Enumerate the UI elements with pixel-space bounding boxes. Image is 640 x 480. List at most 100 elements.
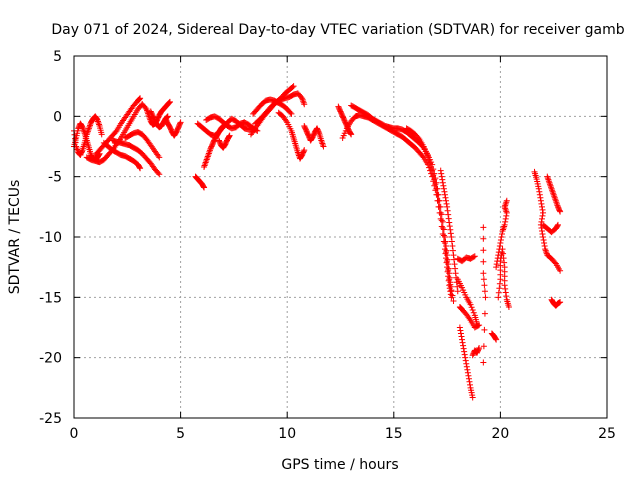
data-point-interp bbox=[438, 173, 445, 180]
y-tick-label: -20 bbox=[39, 351, 62, 367]
data-point bbox=[98, 131, 105, 138]
data-point-interp bbox=[300, 148, 307, 155]
data-point-interp bbox=[470, 309, 477, 316]
data-point-interp bbox=[177, 120, 184, 127]
data-point-interp bbox=[444, 207, 451, 214]
data-point-interp bbox=[538, 203, 545, 210]
data-point-interp bbox=[445, 267, 452, 274]
data-point-interp bbox=[480, 258, 487, 265]
x-tick-label: 10 bbox=[278, 426, 296, 442]
data-point-interp bbox=[427, 160, 434, 167]
series-sat-ah bbox=[488, 330, 500, 343]
data-point-interp bbox=[447, 281, 454, 288]
x-tick-label: 20 bbox=[491, 426, 509, 442]
data-point-interp bbox=[469, 307, 476, 314]
data-point bbox=[456, 324, 463, 331]
data-point bbox=[348, 131, 355, 138]
data-point bbox=[156, 171, 163, 178]
data-point-interp bbox=[481, 288, 488, 295]
y-tick-label: -25 bbox=[39, 411, 62, 427]
data-point-interp bbox=[463, 363, 470, 370]
data-point-interp bbox=[536, 188, 543, 195]
data-point-interp bbox=[447, 226, 454, 233]
data-point-interp bbox=[441, 188, 448, 195]
data-point-interp bbox=[443, 249, 450, 256]
data-point bbox=[429, 167, 436, 174]
data-point-interp bbox=[541, 243, 548, 250]
series-sat-x bbox=[403, 125, 457, 304]
data-point bbox=[461, 348, 468, 355]
data-point bbox=[495, 294, 502, 301]
data-point bbox=[557, 299, 564, 306]
data-point bbox=[501, 282, 508, 289]
x-tick-label: 5 bbox=[176, 426, 185, 442]
series-sat-ab bbox=[456, 303, 483, 331]
data-point bbox=[471, 253, 478, 260]
data-point-interp bbox=[445, 211, 452, 218]
data-point-interp bbox=[438, 217, 445, 224]
y-tick-label: 0 bbox=[53, 109, 62, 125]
data-point bbox=[482, 294, 489, 301]
data-point-interp bbox=[442, 194, 449, 201]
data-point bbox=[505, 303, 512, 310]
data-point bbox=[156, 154, 163, 161]
series-sat-j bbox=[162, 115, 184, 139]
data-point bbox=[433, 185, 440, 192]
x-tick-label: 0 bbox=[70, 426, 79, 442]
data-point bbox=[446, 276, 453, 283]
data-point-interp bbox=[200, 183, 207, 190]
data-point-interp bbox=[481, 326, 488, 333]
data-point-interp bbox=[347, 130, 354, 137]
data-point-interp bbox=[112, 129, 119, 136]
data-point-interp bbox=[443, 197, 450, 204]
data-point-interp bbox=[480, 247, 487, 254]
series-sat-y bbox=[437, 167, 461, 295]
data-point bbox=[437, 209, 444, 216]
data-point-interp bbox=[226, 133, 233, 140]
data-point-interp bbox=[166, 99, 173, 106]
data-point-interp bbox=[466, 378, 473, 385]
data-point bbox=[476, 322, 483, 329]
data-point-interp bbox=[470, 253, 477, 260]
series-sat-ak bbox=[540, 221, 561, 236]
data-point bbox=[557, 267, 564, 274]
chart-title: Day 071 of 2024, Sidereal Day-to-day VTE… bbox=[51, 22, 624, 38]
data-point bbox=[290, 83, 297, 90]
data-point bbox=[537, 197, 544, 204]
data-point-interp bbox=[465, 375, 472, 382]
series-sat-al bbox=[548, 296, 564, 309]
data-point bbox=[177, 119, 184, 126]
series-sat-n bbox=[201, 122, 227, 171]
data-point-interp bbox=[502, 289, 509, 296]
data-point bbox=[497, 258, 504, 265]
data-point bbox=[301, 147, 308, 154]
data-point-interp bbox=[165, 100, 172, 107]
data-point bbox=[301, 101, 308, 108]
data-point-interp bbox=[503, 293, 510, 300]
data-point bbox=[454, 288, 461, 295]
data-point-interp bbox=[500, 250, 507, 257]
data-point-interp bbox=[435, 197, 442, 204]
data-point bbox=[452, 270, 459, 277]
data-point-interp bbox=[439, 224, 446, 231]
data-point-interp bbox=[496, 243, 503, 250]
data-point bbox=[166, 98, 173, 105]
data-point-interp bbox=[432, 181, 439, 188]
data-point-interp bbox=[539, 212, 546, 219]
data-point-interp bbox=[136, 95, 143, 102]
data-point bbox=[448, 234, 455, 240]
data-point bbox=[444, 252, 451, 259]
data-point-interp bbox=[492, 335, 499, 342]
data-point-interp bbox=[464, 366, 471, 373]
y-axis: 5 0 -5 -10 -15 -20 -25 bbox=[39, 49, 607, 427]
data-point-interp bbox=[447, 230, 454, 237]
data-point-interp bbox=[538, 200, 545, 207]
data-point-interp bbox=[538, 215, 545, 222]
data-point-interp bbox=[500, 255, 507, 262]
data-point bbox=[441, 191, 448, 198]
data-point-interp bbox=[501, 259, 508, 266]
data-point bbox=[540, 209, 547, 216]
data-point bbox=[424, 153, 431, 160]
y-tick-label: -10 bbox=[39, 230, 62, 246]
data-point-interp bbox=[468, 304, 475, 311]
